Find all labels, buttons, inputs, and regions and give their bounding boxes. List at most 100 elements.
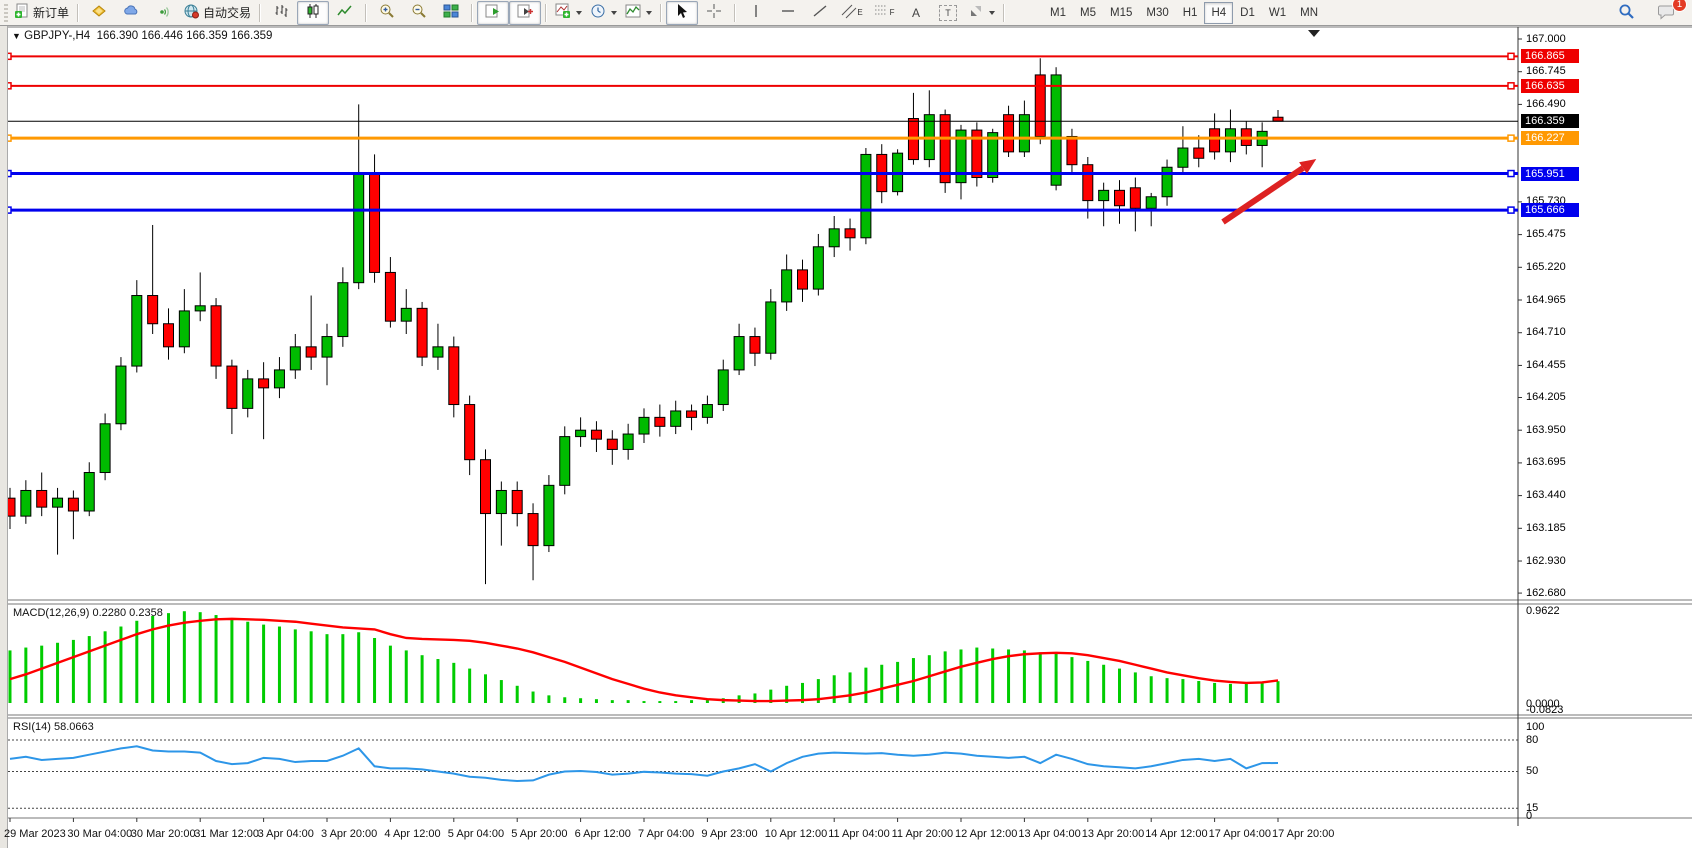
window-left-splitter[interactable]: [0, 26, 8, 848]
indicators-button[interactable]: [551, 1, 586, 25]
rsi-indicator-label: RSI(14) 58.0663: [13, 721, 94, 733]
rsi-line: [9, 745, 1279, 782]
candle: [273, 369, 285, 389]
candle: [781, 269, 793, 303]
market-watch-button[interactable]: [83, 1, 115, 25]
auto-trading-button[interactable]: 自动交易: [179, 1, 255, 25]
cursor-button[interactable]: [666, 0, 699, 25]
candle: [1129, 187, 1141, 209]
line-handle[interactable]: [1507, 206, 1515, 214]
timeframe-button-h4[interactable]: H4: [1204, 1, 1234, 24]
candle: [163, 323, 174, 348]
rsi-axis-label: 0: [1526, 809, 1533, 822]
horizontal-line-button[interactable]: [772, 1, 804, 25]
bar-chart-icon: [273, 3, 289, 22]
auto-scroll-button[interactable]: [477, 0, 510, 25]
line-handle[interactable]: [1507, 134, 1515, 142]
search-button[interactable]: [1610, 1, 1642, 25]
cloud-button[interactable]: [115, 1, 147, 25]
arrows-button[interactable]: [964, 1, 999, 25]
candle: [1224, 128, 1236, 153]
templates-button[interactable]: [621, 1, 656, 25]
macd-indicator-label: MACD(12,26,9) 0.2280 0.2358: [13, 607, 163, 619]
text-button[interactable]: A: [900, 1, 932, 25]
candle: [971, 129, 983, 179]
timeframe-button-w1[interactable]: W1: [1268, 6, 1287, 19]
time-axis-label: 14 Apr 12:00: [1145, 828, 1208, 840]
text-icon: A: [912, 5, 921, 20]
time-axis-label: 4 Apr 12:00: [384, 828, 441, 840]
timeframe-button-h1[interactable]: H1: [1182, 6, 1198, 19]
macd-axis-label: 0.0000: [1526, 697, 1560, 710]
candle: [701, 404, 713, 418]
toolbar-grip[interactable]: [4, 3, 8, 22]
tile-windows-button[interactable]: [435, 1, 467, 25]
trendline-button[interactable]: [804, 1, 836, 25]
macd-signal-line: [9, 617, 1279, 703]
candle: [226, 365, 238, 409]
price-axis-label: 166.490: [1526, 97, 1566, 110]
vertical-line-button[interactable]: [740, 1, 772, 25]
timeframe-button-m1[interactable]: M1: [1050, 6, 1067, 19]
notification-badge: 1: [1672, 0, 1687, 12]
trendline-icon: [812, 3, 828, 22]
rsi-group: [8, 739, 1518, 809]
notifications-button[interactable]: 1: [1650, 0, 1687, 25]
candle: [749, 336, 761, 354]
candle: [464, 404, 476, 461]
candle: [321, 336, 333, 358]
timeframe-button-mn[interactable]: MN: [1300, 6, 1318, 19]
crosshair-button[interactable]: [698, 1, 730, 25]
separator: [660, 3, 663, 22]
timeframe-button-m15[interactable]: M15: [1110, 6, 1133, 19]
candle: [1003, 114, 1015, 153]
candle: [1209, 128, 1221, 153]
periods-button[interactable]: [586, 1, 621, 25]
timeframe-button-d1[interactable]: D1: [1240, 6, 1255, 19]
candle: [1066, 135, 1078, 166]
bar-chart-mode-button[interactable]: [265, 1, 297, 25]
candlestick-mode-button[interactable]: [297, 0, 330, 25]
candlestick-icon: [305, 3, 321, 22]
timeframe-button-m30[interactable]: M30: [1146, 6, 1169, 19]
signal-icon: [155, 3, 171, 22]
candle: [590, 429, 602, 440]
line-chart-mode-button[interactable]: [329, 1, 361, 25]
candle: [1082, 164, 1094, 202]
candle: [210, 305, 222, 367]
zoom-in-button[interactable]: [371, 1, 403, 25]
arrows-icon: [968, 3, 984, 22]
signals-button[interactable]: [147, 1, 179, 25]
candle: [797, 269, 808, 290]
horizontal-line-icon: [780, 3, 796, 22]
line-handle[interactable]: [1507, 52, 1515, 61]
time-axis-label: 29 Mar 2023: [4, 828, 66, 840]
new-order-icon: [14, 3, 30, 22]
candle: [400, 307, 412, 322]
zoom-out-button[interactable]: [403, 1, 435, 25]
chevron-down-icon[interactable]: ▼: [12, 31, 21, 41]
line-handle[interactable]: [1507, 169, 1515, 178]
candle: [654, 416, 666, 427]
rsi-axis-label: 50: [1526, 765, 1539, 777]
macd-group: [8, 611, 1280, 703]
equidistant-channel-button[interactable]: E: [836, 1, 868, 25]
time-axis-label: 11 Apr 04:00: [828, 828, 890, 840]
new-order-button[interactable]: 新订单: [10, 1, 73, 25]
dropdown-arrow-icon: [576, 10, 583, 15]
candle: [717, 369, 729, 406]
timeframe-button-m5[interactable]: M5: [1080, 6, 1096, 19]
line-handle[interactable]: [1507, 82, 1515, 90]
price-axis-label: 167.000: [1526, 32, 1566, 45]
chart-shift-marker[interactable]: [1308, 30, 1320, 37]
chart-shift-button[interactable]: [509, 0, 542, 25]
text-label-button[interactable]: T: [932, 1, 964, 25]
gold-bar-icon: [91, 3, 107, 22]
time-axis-label: 13 Apr 04:00: [1018, 828, 1081, 840]
candle: [1098, 189, 1110, 202]
separator: [545, 3, 548, 22]
fibonacci-button[interactable]: F: [868, 1, 900, 25]
arrow-annotation[interactable]: [1221, 165, 1305, 225]
